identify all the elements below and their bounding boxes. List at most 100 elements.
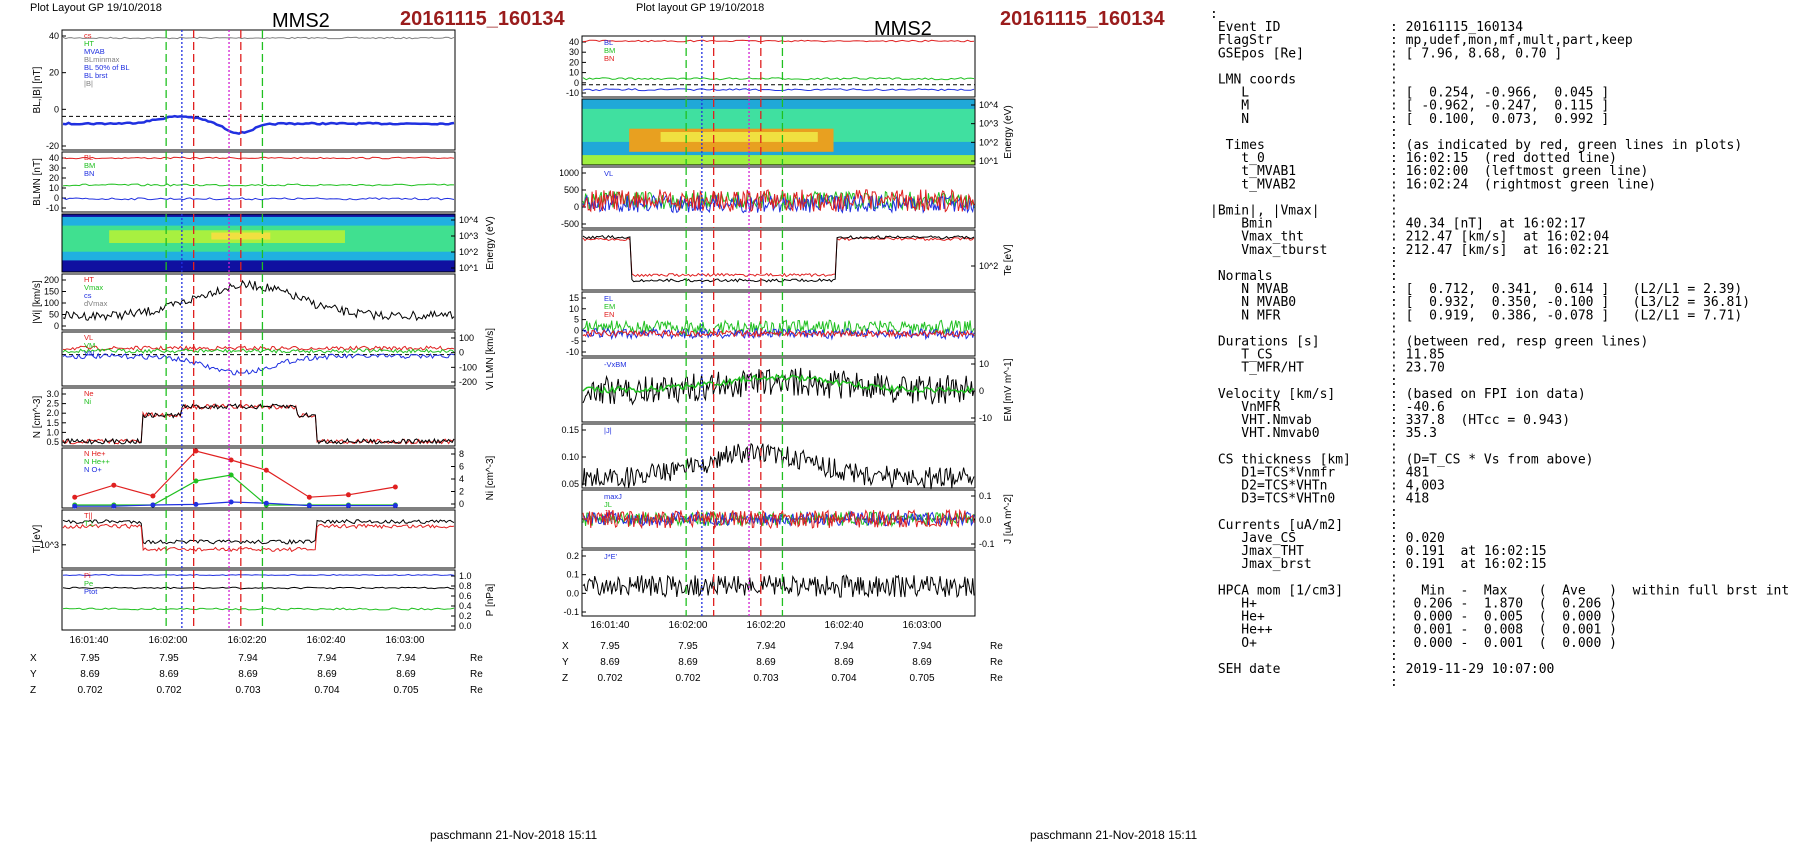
coord-unit: Re: [990, 657, 1003, 668]
coord-unit: Re: [470, 653, 483, 664]
info-line: :: [1210, 59, 1398, 74]
y-tick-label: 8: [459, 449, 464, 459]
series-He++-point: [111, 482, 117, 488]
y-tick-label: 0.05: [561, 479, 579, 489]
series-VL: [582, 188, 975, 213]
legend-entry: dVmax: [84, 299, 108, 308]
y-tick-label: 500: [564, 185, 579, 195]
series-Ptot: [62, 573, 455, 577]
info-line: t_MVAB1 : 16:02:00 (leftmost green line): [1210, 164, 1648, 179]
y-axis-label: Te [eV]: [1003, 244, 1014, 275]
coord-value: 7.95: [80, 653, 100, 664]
y-tick-label: -100: [459, 362, 477, 372]
coord-value: 8.69: [396, 669, 416, 680]
event-title: 20161115_160134: [1000, 8, 1165, 30]
x-tick-label: 16:02:00: [669, 620, 708, 631]
info-line: :: [1210, 439, 1398, 454]
y-axis-label: |Vi| [km/s]: [32, 280, 43, 324]
y-tick-label: 10: [569, 68, 579, 78]
series-BN: [62, 197, 455, 201]
series-Te-par: [582, 236, 975, 278]
info-line: LMN coords :: [1210, 73, 1398, 88]
coord-value: 7.94: [834, 641, 854, 652]
legend-entry: Ne: [84, 389, 94, 398]
y-tick-label: -5: [571, 336, 579, 346]
series-|Vi|: [62, 279, 455, 322]
panel-frame: [61, 569, 456, 631]
x-tick-label: 16:01:40: [591, 620, 630, 631]
y-tick-label: 10^4: [979, 100, 998, 110]
y-tick-label: 0: [574, 325, 579, 335]
legend-entry: |B|: [84, 79, 93, 88]
y-tick-label: 2: [459, 487, 464, 497]
series-He++-point: [150, 493, 156, 499]
coord-name: X: [30, 653, 37, 664]
y-tick-label: -200: [459, 377, 477, 387]
legend-entry: N He++: [84, 457, 110, 466]
panel-frame: [581, 549, 976, 617]
y-axis-label: Energy (eV): [1003, 105, 1014, 158]
y-tick-label: 0.6: [459, 591, 472, 601]
panel-frame: [61, 331, 456, 387]
author-footer: paschmann 21-Nov-2018 15:11: [1030, 828, 1198, 842]
y-tick-label: 20: [49, 173, 59, 183]
x-tick-label: 16:03:00: [386, 635, 425, 646]
y-tick-label: 1.5: [46, 418, 59, 428]
coord-value: 7.95: [600, 641, 620, 652]
y-axis-label: Ni [cm^-3]: [485, 455, 496, 500]
legend-entry: BL 50% of BL: [84, 63, 130, 72]
info-line: H+ : 0.206 - 1.870 ( 0.206 ): [1210, 597, 1617, 612]
coord-value: 8.69: [600, 657, 620, 668]
y-tick-label: 4: [459, 474, 464, 484]
info-line: D3=TCS*VHTn0 : 418: [1210, 492, 1429, 507]
legend-entry: VL: [84, 333, 93, 342]
coord-unit: Re: [990, 673, 1003, 684]
series-He++-point: [228, 457, 234, 463]
info-line: Jave_CS : 0.020: [1210, 531, 1445, 546]
spacecraft-title: MMS2: [272, 10, 330, 32]
panel-frame: [581, 166, 976, 229]
legend-entry: EM: [604, 302, 615, 311]
series-He+: [74, 474, 396, 506]
y-tick-label: -0.1: [979, 539, 995, 549]
legend-entry: VM: [84, 341, 95, 350]
y-axis-label: EM [mV m^-1]: [1003, 358, 1014, 421]
coord-value: 8.69: [756, 657, 776, 668]
info-line: :: [1210, 7, 1218, 22]
series-O+-point: [111, 503, 117, 509]
series-Ni: [62, 403, 455, 445]
info-line: :: [1210, 256, 1398, 271]
y-tick-label: -20: [46, 141, 59, 151]
y-tick-label: 0.0: [979, 515, 992, 525]
y-tick-label: -10: [566, 88, 579, 98]
legend-entry: maxJ: [604, 492, 622, 501]
info-line: L : [ 0.254, -0.966, 0.045 ]: [1210, 86, 1609, 101]
info-line: Vmax_tht : 212.47 [km/s] at 16:02:04: [1210, 230, 1609, 245]
x-tick-label: 16:02:20: [747, 620, 786, 631]
legend-entry: VL: [604, 169, 613, 178]
info-line: SEH date : 2019-11-29 10:07:00: [1210, 662, 1554, 677]
legend-entry: BM: [604, 46, 615, 55]
y-tick-label: 100: [44, 298, 59, 308]
y-tick-label: 0: [54, 193, 59, 203]
series-BM: [582, 77, 975, 81]
series-EM: [582, 367, 975, 406]
legend-entry: -VxBM: [604, 360, 627, 369]
series-T||: [62, 518, 455, 545]
info-line: VHT.Nmvab : 337.8 (HTcc = 0.943): [1210, 413, 1570, 428]
coord-value: 0.702: [597, 673, 622, 684]
series-BM: [62, 183, 455, 187]
info-line: :: [1210, 675, 1398, 690]
y-tick-label: 0: [574, 78, 579, 88]
coord-value: 7.94: [756, 641, 776, 652]
y-tick-label: 40: [49, 153, 59, 163]
info-line: :: [1210, 570, 1398, 585]
y-tick-label: 30: [569, 47, 579, 57]
spectrogram-band: [582, 155, 975, 165]
series-O+-point: [263, 500, 269, 506]
